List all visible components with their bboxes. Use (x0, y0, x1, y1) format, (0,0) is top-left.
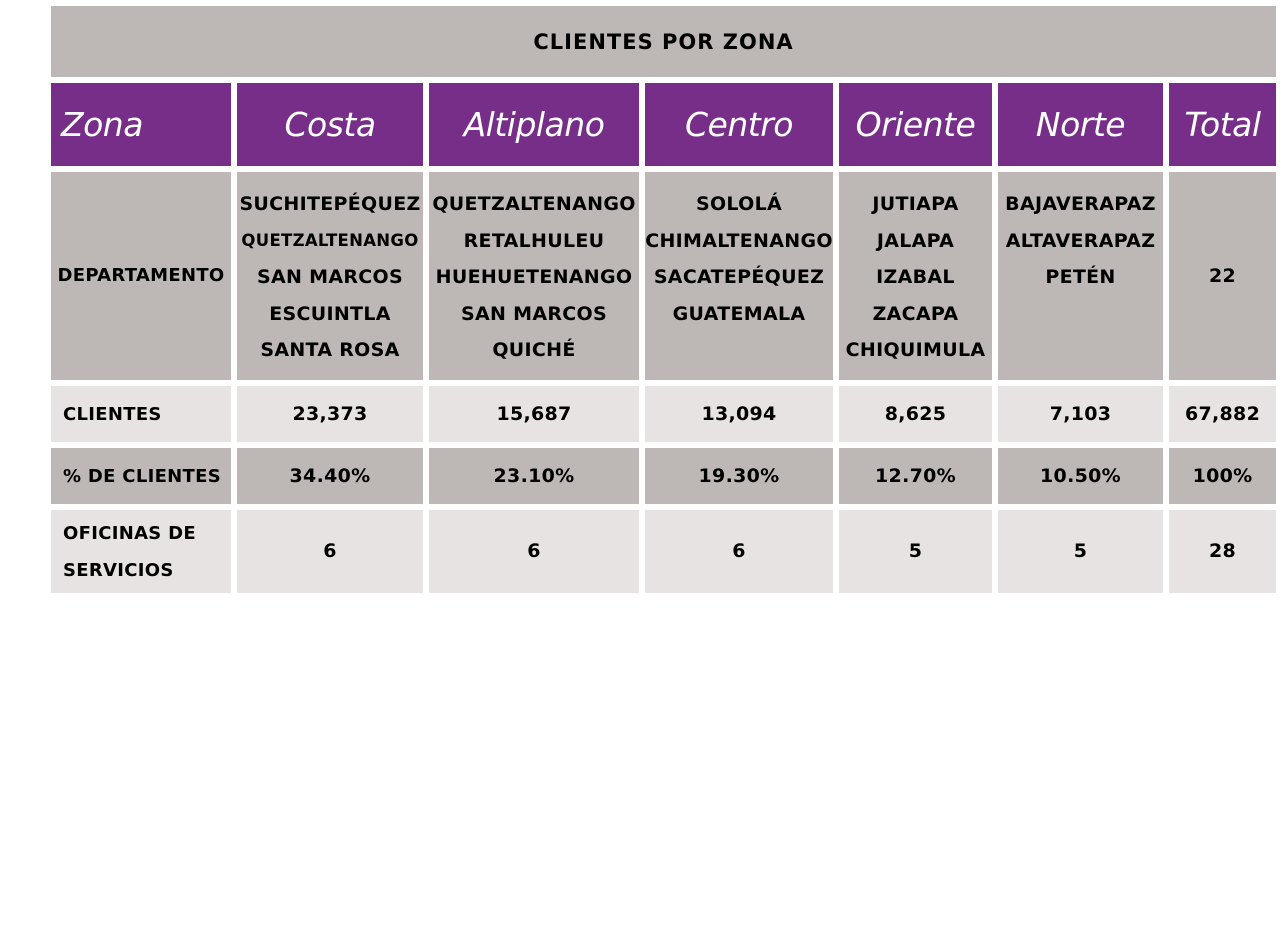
departamento-centro: SOLOLÁ CHIMALTENANGO SACATEPÉQUEZ GUATEM… (645, 172, 839, 386)
porcentaje-costa: 34.40% (237, 448, 429, 510)
porcentaje-centro: 19.30% (645, 448, 839, 510)
dept-name: CHIMALTENANGO (645, 229, 833, 252)
oficinas-total: 28 (1169, 510, 1277, 599)
departamento-oriente: JUTIAPA JALAPA IZABAL ZACAPA CHIQUIMULA (839, 172, 998, 386)
departamento-row: DEPARTAMENTO SUCHITEPÉQUEZ QUETZALTENANG… (51, 172, 1277, 386)
header-row: Zona Costa Altiplano Centro Oriente Nort… (51, 83, 1277, 172)
dept-name: ALTAVERAPAZ (1005, 229, 1156, 252)
clientes-oriente: 8,625 (839, 386, 998, 448)
dept-name: JUTIAPA (872, 193, 959, 215)
dept-name: QUETZALTENANGO (432, 193, 636, 215)
header-altiplano: Altiplano (429, 83, 645, 172)
clientes-por-zona-table: CLIENTES POR ZONA Zona Costa Altiplano C… (51, 6, 1277, 599)
oficinas-costa: 6 (237, 510, 429, 599)
oficinas-centro: 6 (645, 510, 839, 599)
oficinas-norte: 5 (998, 510, 1169, 599)
departamento-label: DEPARTAMENTO (51, 172, 237, 386)
porcentaje-label: % DE CLIENTES (51, 448, 237, 510)
header-zona: Zona (51, 83, 237, 172)
dept-name: PETÉN (1045, 266, 1116, 288)
dept-name: GUATEMALA (672, 302, 806, 325)
dept-name: RETALHULEU (463, 229, 605, 252)
dept-name: IZABAL (876, 266, 955, 288)
header-costa: Costa (237, 83, 429, 172)
header-total: Total (1169, 83, 1277, 172)
clientes-total: 67,882 (1169, 386, 1277, 448)
clientes-costa: 23,373 (237, 386, 429, 448)
title-row: CLIENTES POR ZONA (51, 6, 1277, 83)
oficinas-label-line2: SERVICIOS (63, 559, 174, 581)
dept-name: CHIQUIMULA (845, 339, 986, 361)
porcentaje-oriente: 12.70% (839, 448, 998, 510)
dept-name: JALAPA (876, 229, 955, 252)
porcentaje-altiplano: 23.10% (429, 448, 645, 510)
porcentaje-row: % DE CLIENTES 34.40% 23.10% 19.30% 12.70… (51, 448, 1277, 510)
departamento-costa: SUCHITEPÉQUEZ QUETZALTENANGO SAN MARCOS … (237, 172, 429, 386)
oficinas-label: OFICINAS DE SERVICIOS (51, 510, 237, 599)
oficinas-altiplano: 6 (429, 510, 645, 599)
dept-name: SAN MARCOS (257, 266, 403, 288)
oficinas-label-line1: OFICINAS DE (63, 522, 196, 544)
departamento-altiplano: QUETZALTENANGO RETALHULEU HUEHUETENANGO … (429, 172, 645, 386)
dept-name: SANTA ROSA (260, 339, 400, 361)
clientes-altiplano: 15,687 (429, 386, 645, 448)
porcentaje-norte: 10.50% (998, 448, 1169, 510)
dept-name: BAJAVERAPAZ (1005, 193, 1156, 215)
departamento-total: 22 (1169, 172, 1277, 386)
departamento-norte: BAJAVERAPAZ ALTAVERAPAZ PETÉN (998, 172, 1169, 386)
header-oriente: Oriente (839, 83, 998, 172)
clientes-centro: 13,094 (645, 386, 839, 448)
clientes-norte: 7,103 (998, 386, 1169, 448)
oficinas-oriente: 5 (839, 510, 998, 599)
dept-name: SUCHITEPÉQUEZ (239, 193, 421, 215)
header-norte: Norte (998, 83, 1169, 172)
clientes-row: CLIENTES 23,373 15,687 13,094 8,625 7,10… (51, 386, 1277, 448)
header-centro: Centro (645, 83, 839, 172)
dept-name: ZACAPA (872, 302, 959, 325)
dept-name: QUICHÉ (492, 339, 576, 361)
dept-name: SOLOLÁ (695, 193, 783, 215)
dept-name: QUETZALTENANGO (241, 230, 419, 250)
dept-name: SAN MARCOS (461, 302, 607, 325)
dept-name: SACATEPÉQUEZ (653, 266, 825, 288)
clientes-label: CLIENTES (51, 386, 237, 448)
oficinas-row: OFICINAS DE SERVICIOS 6 6 6 5 5 28 (51, 510, 1277, 599)
table-title: CLIENTES POR ZONA (51, 6, 1277, 83)
dept-name: ESCUINTLA (269, 302, 391, 325)
porcentaje-total: 100% (1169, 448, 1277, 510)
dept-name: HUEHUETENANGO (435, 266, 633, 288)
